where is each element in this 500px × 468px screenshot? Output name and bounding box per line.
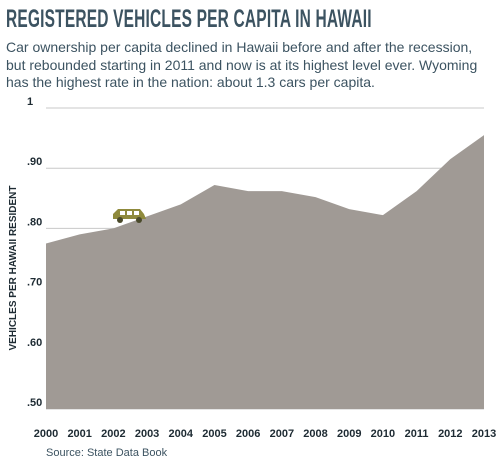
x-tick-label: 2012 <box>438 428 462 440</box>
x-tick-label: 2013 <box>472 428 496 440</box>
area-series <box>46 135 484 409</box>
x-tick-label: 2009 <box>337 428 361 440</box>
x-tick-label: 2001 <box>67 428 91 440</box>
y-tick-labels: 1 .90 .80 .70 .60 .50 <box>27 96 42 409</box>
chart-subtitle: Car ownership per capita declined in Haw… <box>6 39 478 90</box>
x-tick-label: 2006 <box>236 428 260 440</box>
x-tick-label: 2004 <box>169 428 194 440</box>
chart-title: REGISTERED VEHICLES PER CAPITA IN HAWAII <box>6 5 372 33</box>
x-tick-label: 2000 <box>34 428 58 440</box>
car-icon <box>113 209 146 223</box>
y-tick-label: .90 <box>27 156 42 168</box>
x-tick-label: 2002 <box>101 428 125 440</box>
y-tick-label: .60 <box>27 337 42 349</box>
y-tick-label: 1 <box>27 96 33 108</box>
x-tick-label: 2005 <box>202 428 226 440</box>
x-tick-label: 2007 <box>270 428 294 440</box>
x-tick-label: 2008 <box>303 428 327 440</box>
y-tick-label: .50 <box>27 397 42 409</box>
x-tick-label: 2003 <box>135 428 159 440</box>
x-tick-label: 2011 <box>405 428 429 440</box>
x-tick-label: 2010 <box>371 428 395 440</box>
source-note: Source: State Data Book <box>46 447 168 459</box>
y-tick-label: .80 <box>27 216 42 228</box>
x-tick-labels: 2000 2001 2002 2003 2004 2005 2006 2007 2008 2009… <box>34 428 496 440</box>
y-tick-label: .70 <box>27 277 42 289</box>
y-axis-label: VEHICLES PER HAWAII RESIDENT <box>8 185 19 350</box>
